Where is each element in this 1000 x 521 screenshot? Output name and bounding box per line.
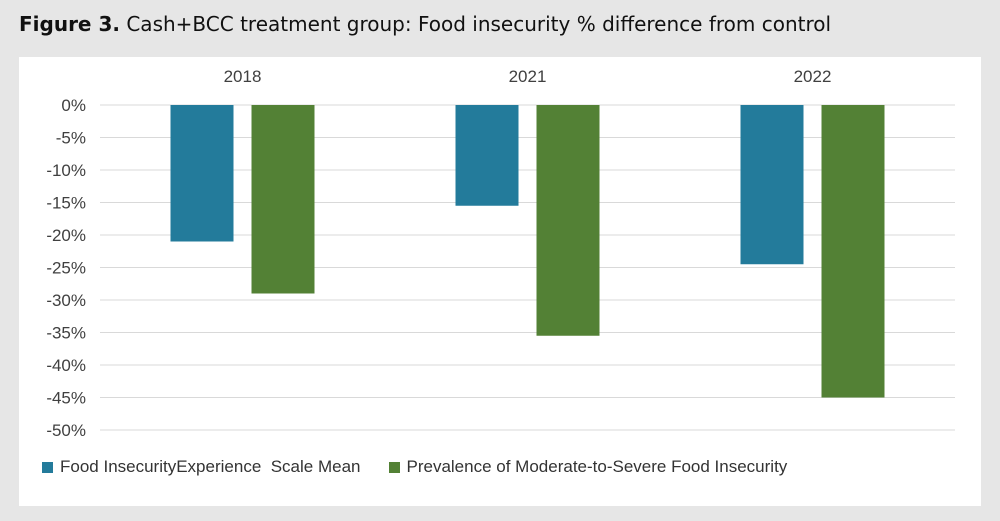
legend-item-series-2: Prevalence of Moderate-to-Severe Food In…: [388, 457, 788, 477]
y-tick-label: -45%: [46, 389, 86, 408]
y-tick-label: -15%: [46, 194, 86, 213]
figure-caption: Cash+BCC treatment group: Food insecurit…: [126, 12, 832, 36]
bar: [251, 105, 315, 294]
y-tick-label: -50%: [46, 421, 86, 440]
legend-swatch-series-2: [388, 461, 400, 473]
legend-label-series-1: Food InsecurityExperience Scale Mean: [60, 457, 361, 476]
bar: [536, 105, 600, 336]
y-tick-label: -20%: [46, 226, 86, 245]
bar: [170, 105, 234, 242]
y-tick-label: -5%: [56, 129, 86, 148]
legend-label-series-2: Prevalence of Moderate-to-Severe Food In…: [406, 457, 788, 476]
bar: [821, 105, 885, 398]
y-tick-label: -25%: [46, 259, 86, 278]
x-category-label: 2022: [794, 67, 832, 86]
y-tick-label: -40%: [46, 356, 86, 375]
y-tick-label: -10%: [46, 161, 86, 180]
legend-item-series-1: Food InsecurityExperience Scale Mean: [42, 457, 361, 477]
legend-swatch-series-1: [42, 461, 53, 473]
x-category-label: 2021: [509, 67, 547, 86]
bar: [455, 105, 519, 206]
chart-legend: Food InsecurityExperience Scale Mean Pre…: [0, 457, 1000, 477]
figure-title: Figure 3. Cash+BCC treatment group: Food…: [19, 12, 831, 36]
y-tick-label: 0%: [61, 96, 86, 115]
x-category-label: 2018: [224, 67, 262, 86]
figure-label: Figure 3.: [19, 12, 120, 36]
y-tick-label: -35%: [46, 324, 86, 343]
y-tick-label: -30%: [46, 291, 86, 310]
bar: [740, 105, 804, 265]
